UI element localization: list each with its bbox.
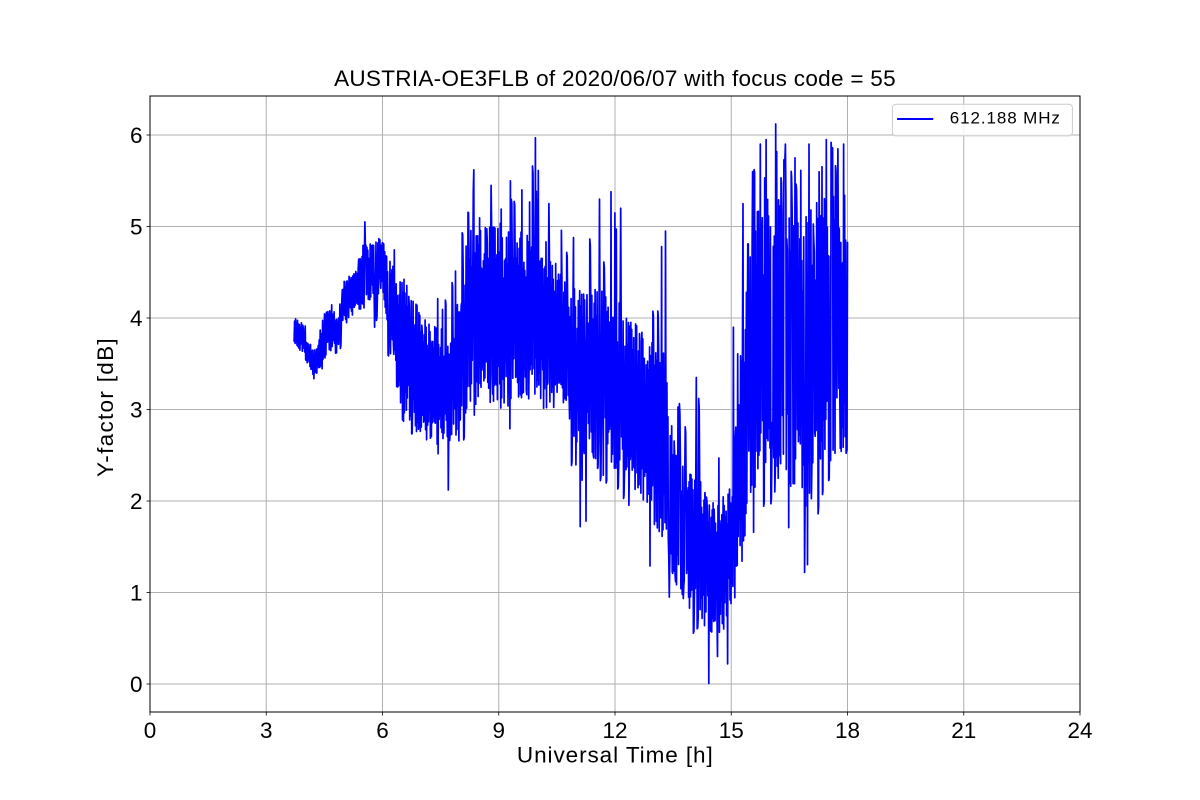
svg-text:12: 12 (602, 718, 627, 743)
svg-text:0: 0 (144, 718, 157, 743)
svg-text:3: 3 (130, 397, 143, 422)
svg-text:15: 15 (719, 718, 744, 743)
svg-text:24: 24 (1067, 718, 1092, 743)
svg-text:6: 6 (130, 123, 143, 148)
svg-text:Universal Time [h]: Universal Time [h] (517, 743, 714, 768)
svg-text:3: 3 (260, 718, 273, 743)
svg-text:18: 18 (835, 718, 860, 743)
svg-text:0: 0 (130, 672, 143, 697)
svg-text:2: 2 (130, 489, 143, 514)
svg-text:5: 5 (130, 214, 143, 239)
svg-text:AUSTRIA-OE3FLB of 2020/06/07 w: AUSTRIA-OE3FLB of 2020/06/07 with focus … (334, 66, 896, 91)
svg-text:9: 9 (492, 718, 505, 743)
svg-text:Y-factor [dB]: Y-factor [dB] (93, 337, 118, 477)
svg-text:21: 21 (951, 718, 976, 743)
svg-text:1: 1 (130, 580, 143, 605)
svg-text:612.188 MHz: 612.188 MHz (950, 109, 1061, 128)
svg-text:4: 4 (130, 306, 143, 331)
svg-text:6: 6 (376, 718, 389, 743)
